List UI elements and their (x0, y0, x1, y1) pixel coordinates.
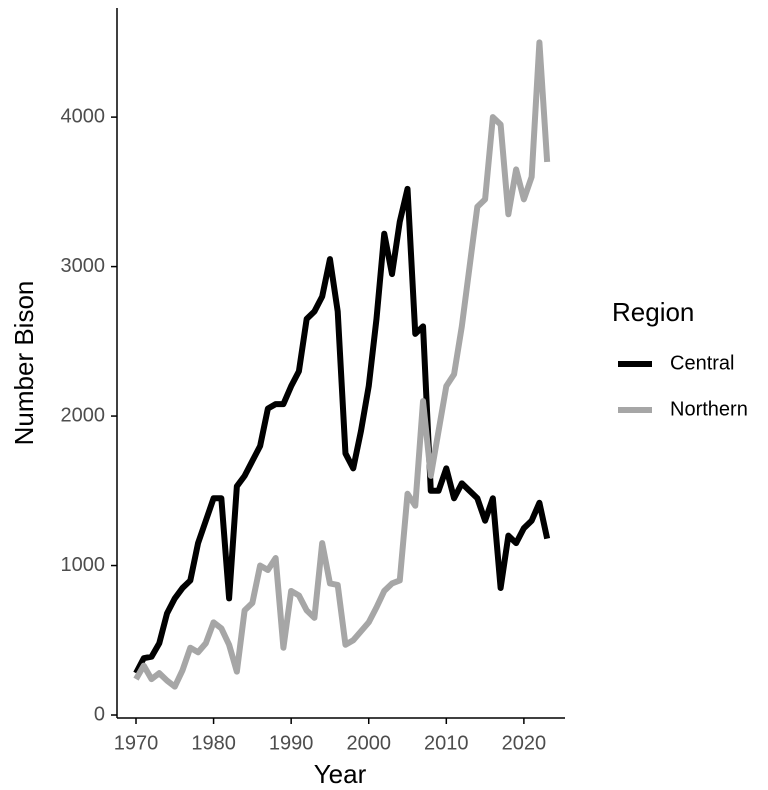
x-tick-label: 1980 (191, 732, 236, 754)
series-line (133, 39, 551, 690)
legend-title: Region (612, 297, 694, 327)
x-tick-label: 1970 (114, 732, 159, 754)
x-tick-label: 2010 (424, 732, 469, 754)
y-tick-label: 1000 (61, 554, 106, 576)
series-line (133, 185, 551, 675)
legend-label: Central (670, 352, 734, 374)
y-tick-label: 2000 (61, 404, 106, 426)
x-tick-label: 1990 (269, 732, 314, 754)
y-tick-label: 0 (94, 703, 105, 725)
x-tick-label: 2000 (346, 732, 391, 754)
y-tick-label: 3000 (61, 255, 106, 277)
x-axis-label: Year (314, 759, 367, 789)
y-tick-label: 4000 (61, 105, 106, 127)
legend-label: Northern (670, 398, 748, 420)
x-tick-label: 2020 (502, 732, 547, 754)
y-axis-label: Number Bison (9, 281, 39, 446)
